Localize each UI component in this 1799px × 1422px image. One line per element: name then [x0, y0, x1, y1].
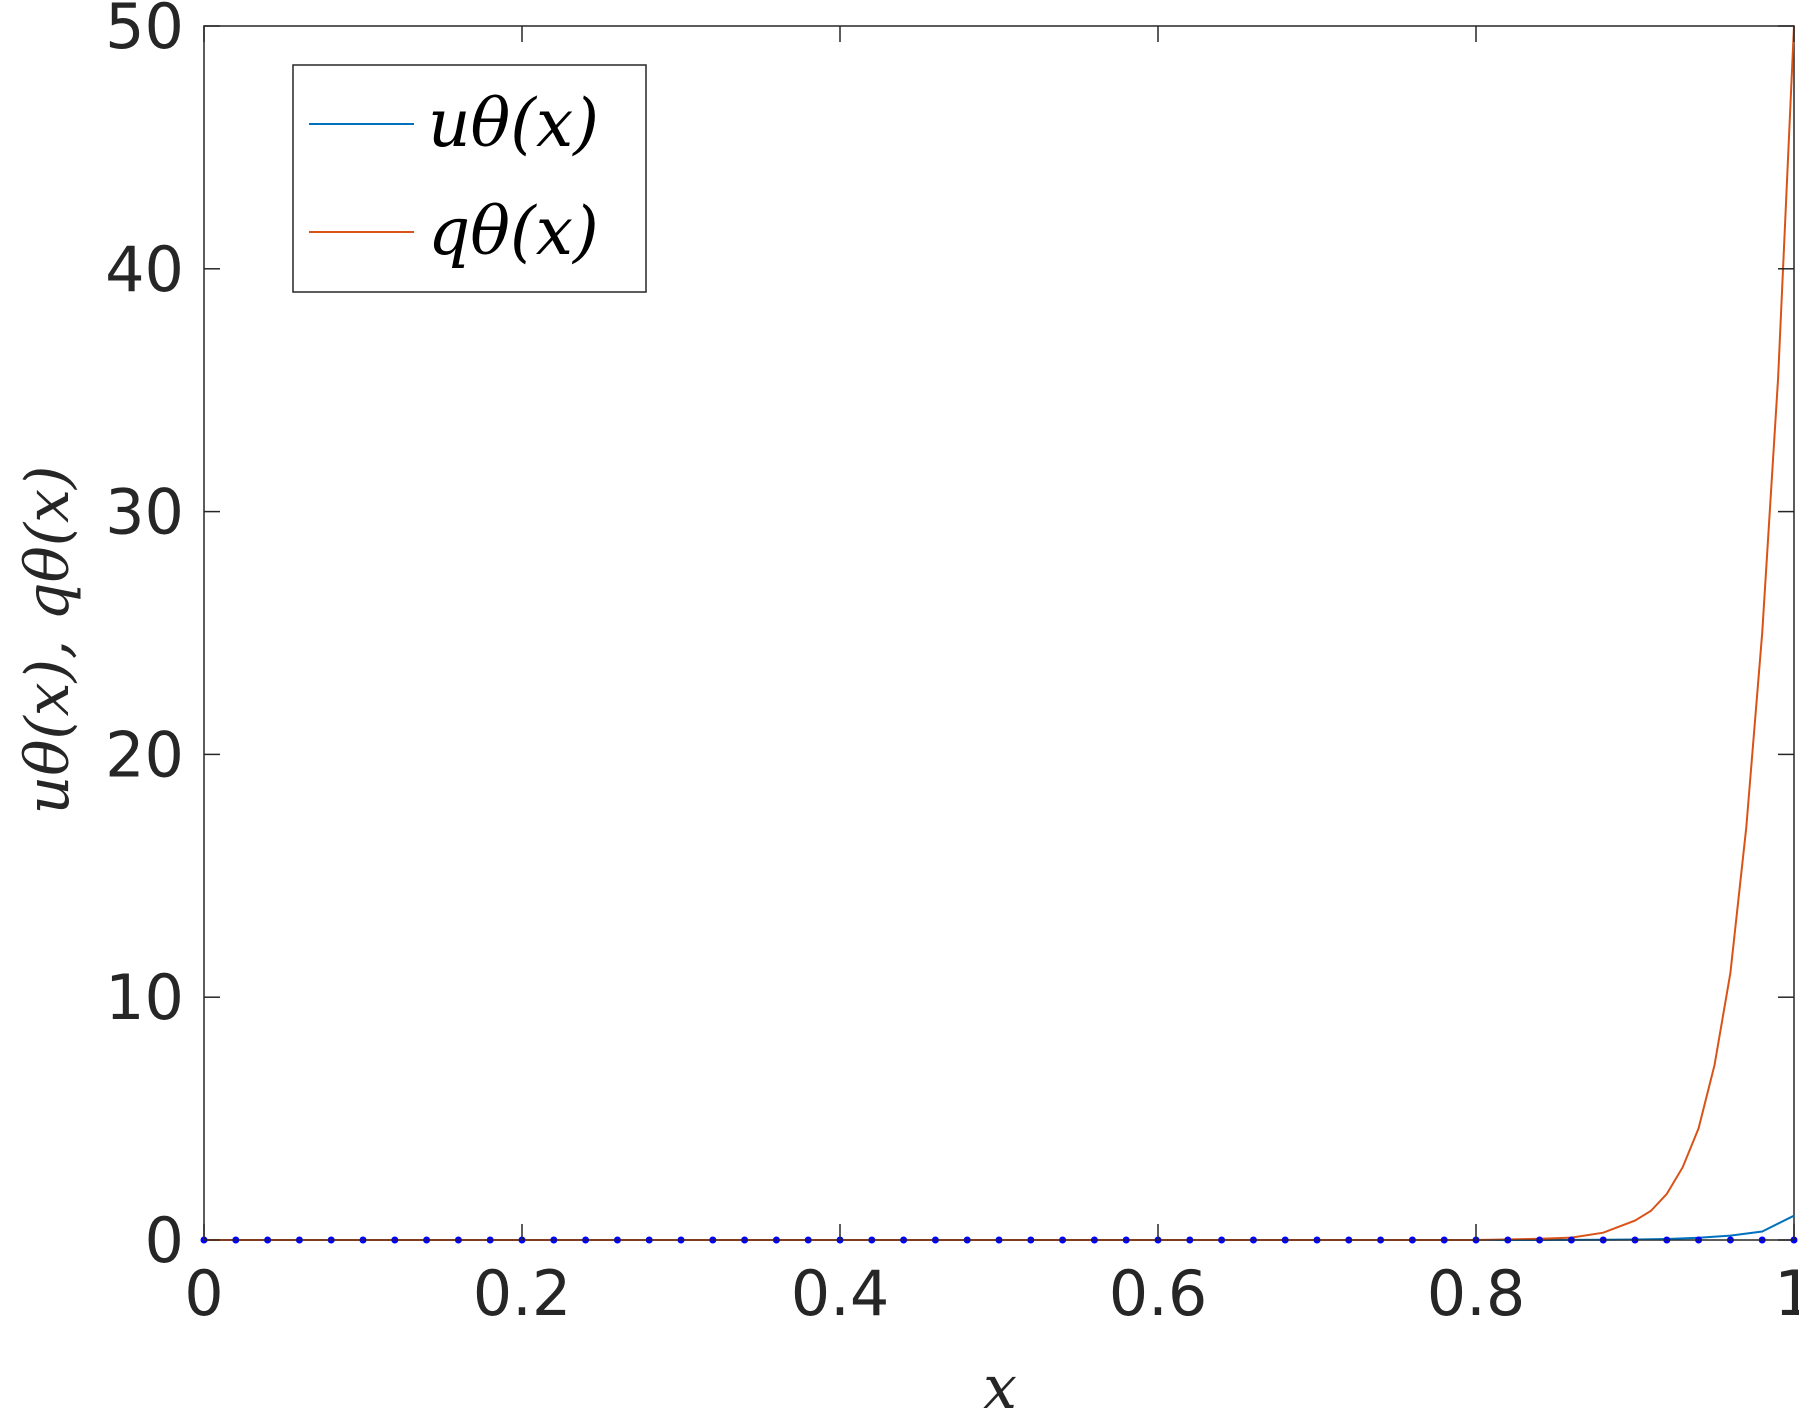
y-axis-label: uθ(x), qθ(x): [13, 466, 83, 815]
legend-box: [292, 64, 647, 293]
y-tick-label: 40: [105, 233, 184, 306]
x-tick-label: 0.8: [1427, 1257, 1526, 1330]
y-tick-label: 30: [105, 476, 184, 549]
x-tick-label: 0.6: [1109, 1257, 1208, 1330]
x-tick-label: 0.2: [473, 1257, 572, 1330]
legend-label-q: qθ(x): [428, 193, 599, 270]
legend-label-u: uθ(x): [428, 85, 599, 162]
legend: uθ(x) qθ(x): [292, 64, 647, 293]
x-tick-label: 1: [1774, 1257, 1799, 1330]
y-tick-label: 50: [105, 0, 184, 63]
series-layer: [200, 25, 1798, 1244]
y-tick-label: 0: [145, 1204, 184, 1277]
x-tick-label: 0.4: [791, 1257, 890, 1330]
x-tick-label: 0: [184, 1257, 223, 1330]
y-tick-label: 20: [105, 718, 184, 791]
series-line-1: [204, 25, 1795, 1241]
y-tick-label: 10: [105, 961, 184, 1034]
x-axis-label: x: [983, 1353, 1017, 1422]
